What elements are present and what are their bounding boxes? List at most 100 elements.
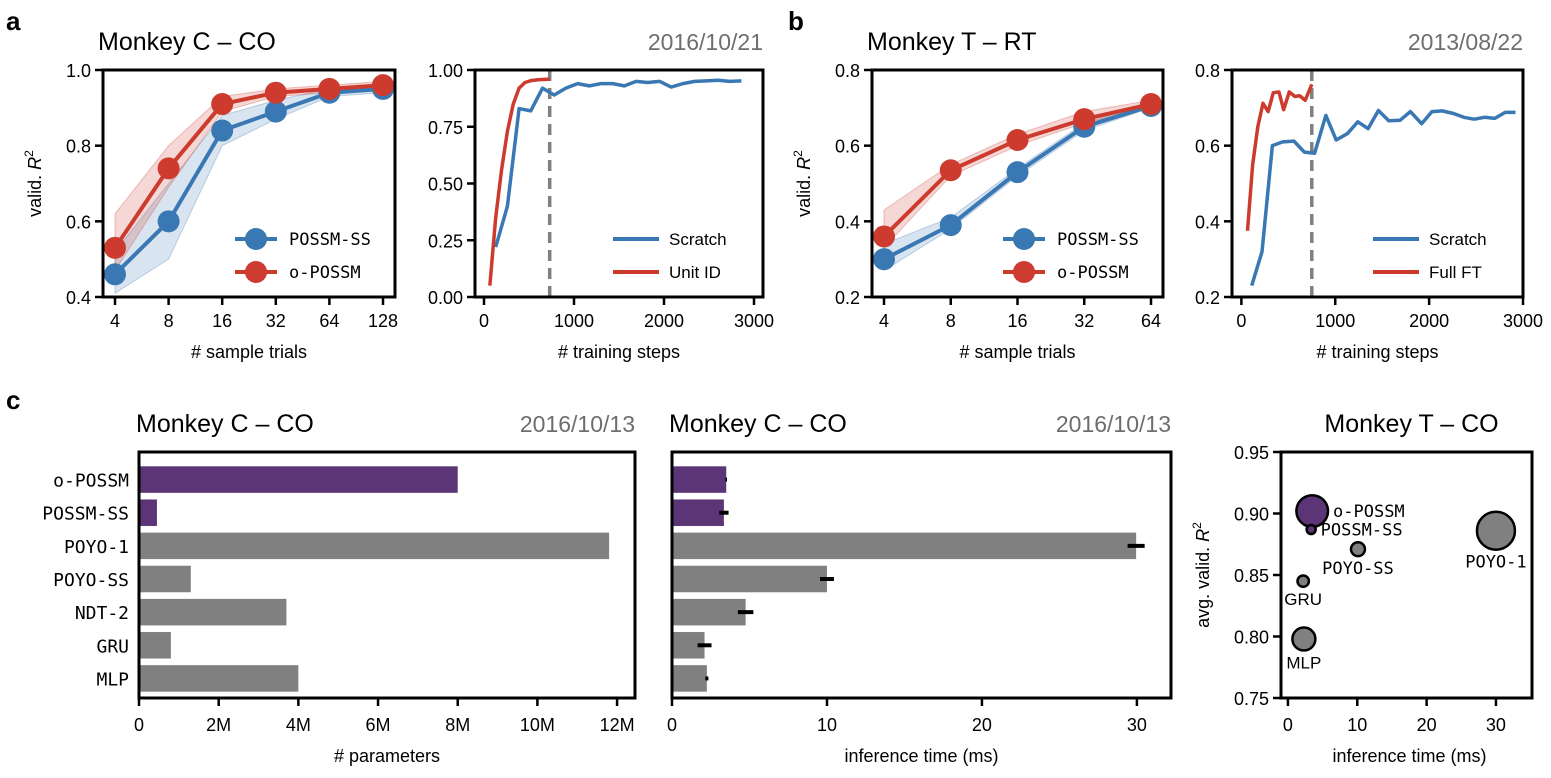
bar-c2-MLP [672,665,707,692]
x-axis-label-c1: # parameters [334,746,440,766]
legend-marker-b1-o-POSSM [1013,261,1035,283]
y-tick-label-a1: 0.4 [66,288,91,308]
x-tick-label-c3: 30 [1486,715,1506,735]
session-date-b2: 2013/08/22 [1408,29,1523,55]
scatter-point-POYO-SS [1349,540,1367,558]
y-tick-label-c3: 0.90 [1234,505,1269,525]
chart-b1-monkey-t-rt-sample-trials: Monkey T – RT 4 8 16 32 64 0.2 0.4 0.6 0.8 # sampl… [791,28,1165,362]
chart-a2-training-steps: 2016/10/21 0 1000 2000 3000 0.00 0.25 0.50 0.75 1… [428,29,774,362]
scatter-label-MLP: MLP [1286,653,1321,672]
x-tick-label-c1: 8M [445,715,470,735]
series-line-a2-Scratch [494,78,742,248]
plot-frame-b2 [1230,68,1525,299]
bar-c2-POYO-1 [672,532,1137,560]
panel-letter-c: c [6,385,20,415]
session-date-c2: 2016/10/13 [1056,411,1171,437]
scatter-point-GRU [1296,574,1311,589]
x-tick-label-a2: 1000 [554,311,594,331]
x-tick-label-b2: 1000 [1315,311,1355,331]
x-tick-label-b1: 4 [879,311,889,331]
y-tick-label-b2: 0.6 [1195,137,1220,157]
plot-frame-a1 [101,68,397,299]
x-tick-label-a1: 16 [212,311,232,331]
legend-label-b2-Scratch: Scratch [1429,230,1487,249]
scatter-label-POYO-1: POYO-1 [1465,553,1526,573]
x-tick-label-a1: 4 [110,311,120,331]
scatter-label-o-POSSM: o-POSSM [1333,502,1405,522]
data-point-b1-o-POSSM-64 [1140,93,1162,116]
series-line-b2-Scratch [1250,108,1516,287]
scatter-label-GRU: GRU [1284,590,1322,609]
scatter-point-MLP [1291,626,1317,652]
bar-c1-POYO-1 [139,532,610,560]
x-axis-label-a2: # training steps [558,342,680,362]
chart-title-c1: Monkey C – CO [136,410,314,438]
x-tick-label-c1: 10M [520,715,555,735]
legend-label-a1-o-POSSM: o-POSSM [289,263,361,283]
y-tick-label-a1: 0.6 [66,212,91,232]
bar-c1-POYO-SS [139,565,191,593]
y-tick-label-b1: 0.4 [835,212,860,232]
chart-title-c2: Monkey C – CO [669,410,847,438]
x-tick-label-c3: 20 [1417,715,1437,735]
x-tick-label-a2: 3000 [734,311,774,331]
data-point-b1-o-POSSM-4 [873,225,895,248]
data-point-a1-POSSM-SS-8 [157,210,180,233]
y-tick-label-b2: 0.8 [1195,61,1220,81]
x-tick-label-a2: 2000 [644,311,684,331]
x-tick-label-b2: 2000 [1409,311,1449,331]
data-point-a1-o-POSSM-64 [318,77,341,100]
chart-c1-parameters-bar: Monkey C – CO 2016/10/13 o-POSSM POSSM-SS PO… [42,410,637,766]
y-tick-label-a2: 0.50 [428,175,463,195]
data-point-a1-o-POSSM-16 [211,93,234,116]
bar-c1-GRU [139,632,171,659]
x-tick-label-b1: 64 [1141,311,1161,331]
x-tick-label-b2: 0 [1236,311,1246,331]
scatter-point-POYO-1 [1475,510,1517,551]
data-point-b1-o-POSSM-8 [939,159,962,182]
legend-label-b1-POSSM-SS: POSSM-SS [1057,230,1139,250]
x-tick-label-c1: 0 [134,715,144,735]
x-axis-label-b1: # sample trials [959,342,1075,362]
y-tick-label-a1: 1.0 [66,61,91,81]
chart-title-b1: Monkey T – RT [867,28,1037,56]
y-category-label-c1: GRU [96,636,129,657]
y-tick-label-b1: 0.8 [835,61,860,81]
y-axis-label-b1: valid. R2 [791,150,814,217]
x-tick-label-a1: 8 [164,311,174,331]
legend-label-b1-o-POSSM: o-POSSM [1057,263,1129,283]
series-line-a2-Unit ID [488,77,550,286]
data-point-a1-o-POSSM-4 [104,236,126,259]
x-axis-label-c3: inference time (ms) [1332,746,1486,766]
x-tick-label-b1: 32 [1074,311,1094,331]
data-point-a1-o-POSSM-8 [157,157,180,180]
chart-a1-monkey-c-co-sample-trials: Monkey C – CO 4 8 16 32 64 128 0.4 0.6 0.8 1.0 # sa… [22,28,398,362]
x-tick-label-a1: 128 [368,311,398,331]
bar-c2-POSSM-SS [672,499,724,526]
x-axis-label-c2: inference time (ms) [844,746,998,766]
y-category-label-c1: POYO-1 [64,537,129,558]
bar-c2-POYO-SS [672,565,827,593]
panel-letter-a: a [6,6,21,36]
y-category-label-c1: MLP [96,669,129,690]
x-tick-label-b1: 16 [1007,311,1027,331]
y-axis-label-c3: avg. valid. R2 [1190,522,1213,628]
data-point-a1-o-POSSM-128 [372,74,394,97]
legend-marker-a1-POSSM-SS [245,228,267,250]
legend-label-a2-Unit ID: Unit ID [669,263,721,282]
legend-label-a1-POSSM-SS: POSSM-SS [289,230,371,250]
y-category-label-c1: POSSM-SS [42,504,129,525]
x-tick-label-c2: 20 [972,715,992,735]
data-point-b1-o-POSSM-32 [1073,108,1096,131]
legend-label-b2-Full FT: Full FT [1429,263,1482,282]
bar-c2-NDT-2 [672,598,746,626]
chart-c2-inference-time-bar: Monkey C – CO 2016/10/13 0 10 20 30 inference … [667,410,1173,766]
scatter-label-POSSM-SS: POSSM-SS [1321,520,1403,540]
y-axis-label-a1: valid. R2 [22,150,45,217]
bar-c1-o-POSSM [139,466,458,493]
scatter-label-POYO-SS: POYO-SS [1322,559,1394,579]
panel-letter-b: b [788,6,804,36]
x-axis-label-a1: # sample trials [191,342,307,362]
x-tick-label-c2: 0 [667,715,677,735]
